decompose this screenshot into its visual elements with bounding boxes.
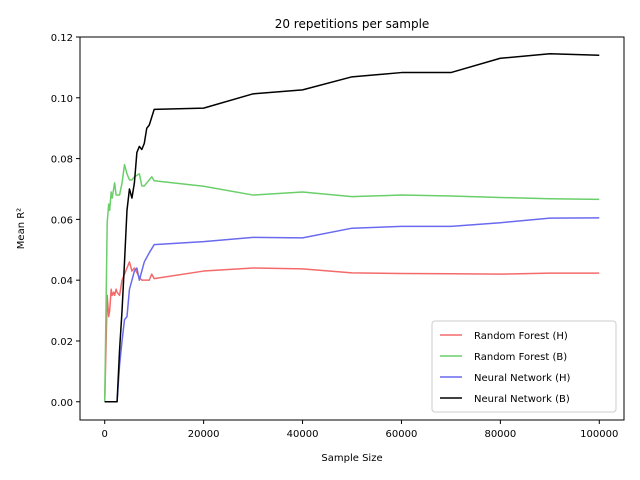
axes-frame [79, 36, 625, 421]
series-line-4 [104, 52, 600, 403]
x-tick-label: 40000 [287, 429, 319, 440]
legend: Random Forest (H) Random Forest (B) Neural… [431, 320, 617, 413]
legend-label-4: Neural Network (B) [474, 394, 570, 405]
y-tick-label: 0.10 [51, 94, 73, 105]
series-line-2 [103, 163, 600, 402]
series-line-1 [103, 261, 600, 402]
x-tick-label: 60000 [386, 429, 418, 440]
x-tick-label: 100000 [580, 429, 618, 440]
x-tick-label: 0 [102, 429, 108, 440]
chart-title: 20 repetitions per sample [275, 17, 430, 31]
legend-label-3: Neural Network (H) [474, 373, 571, 384]
series-layer [103, 52, 600, 403]
x-tick-label: 80000 [484, 429, 516, 440]
y-tick-label: 0.02 [51, 337, 73, 348]
y-axis-label: Mean R² [16, 208, 27, 249]
y-tick-label: 0.06 [51, 215, 73, 226]
y-tick-label: 0.00 [51, 398, 73, 409]
x-axis-label: Sample Size [321, 453, 382, 464]
legend-box [431, 320, 617, 413]
x-tick-label: 20000 [188, 429, 220, 440]
axes-layer: 0 20000 40000 60000 80000 100000 0.00 0.02 0.04 0… [51, 33, 625, 440]
legend-label-2: Random Forest (B) [474, 352, 567, 363]
y-tick-label: 0.04 [51, 276, 73, 287]
y-tick-label: 0.08 [51, 155, 73, 166]
series-line-3 [104, 217, 600, 403]
y-tick-label: 0.12 [51, 33, 73, 44]
legend-label-1: Random Forest (H) [474, 331, 568, 342]
